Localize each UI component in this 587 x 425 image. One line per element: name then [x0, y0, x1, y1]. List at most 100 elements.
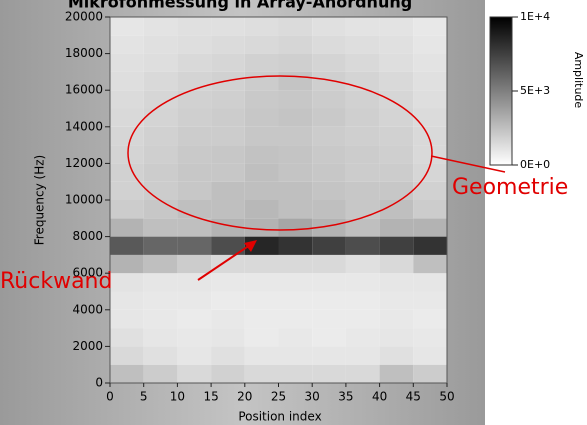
heat-cell	[244, 254, 279, 274]
heat-cell	[312, 200, 346, 219]
heat-cell	[177, 163, 212, 182]
y-tick-label: 6000	[72, 266, 103, 280]
heat-cell	[312, 17, 346, 36]
heat-cell	[110, 126, 144, 146]
heat-cell	[312, 346, 346, 365]
heat-cell	[110, 200, 144, 219]
heat-cell	[110, 218, 144, 237]
heat-cell	[143, 364, 178, 383]
heat-cell	[379, 236, 414, 255]
heat-cell	[312, 181, 346, 200]
heat-cell	[244, 53, 279, 72]
arrow-head	[244, 240, 257, 252]
heat-cell	[278, 309, 313, 329]
heat-cell	[345, 346, 380, 365]
heat-cell	[211, 236, 245, 255]
heat-cell	[312, 71, 346, 91]
heat-cell	[177, 200, 212, 219]
heat-cell	[143, 108, 178, 127]
x-tick-label: 10	[170, 390, 185, 404]
y-tick-label: 0	[95, 376, 103, 390]
heat-cell	[413, 71, 447, 91]
heat-cell	[143, 328, 178, 347]
heat-cell	[244, 273, 279, 292]
heat-cell	[312, 108, 346, 127]
heat-cell	[211, 163, 245, 182]
heat-cell	[143, 163, 178, 182]
heat-cell	[211, 108, 245, 127]
heat-cell	[345, 181, 380, 200]
heat-cell	[177, 145, 212, 164]
heat-cell	[413, 163, 447, 182]
heat-cell	[413, 346, 447, 365]
heat-cell	[312, 273, 346, 292]
heat-cell	[110, 108, 144, 127]
heat-cell	[345, 364, 380, 383]
heat-cell	[177, 254, 212, 274]
heat-cell	[278, 364, 313, 383]
heat-cell	[379, 346, 414, 365]
heat-cell	[379, 200, 414, 219]
heat-cell	[278, 53, 313, 72]
heat-cell	[312, 126, 346, 146]
heat-cell	[312, 291, 346, 310]
heat-cell	[278, 181, 313, 200]
heat-cell	[345, 53, 380, 72]
heat-cell	[211, 218, 245, 237]
heat-cell	[345, 90, 380, 109]
heat-cell	[211, 17, 245, 36]
heat-cell	[379, 364, 414, 383]
heat-cell	[177, 90, 212, 109]
heat-cell	[143, 126, 178, 146]
heat-cell	[143, 181, 178, 200]
heat-cell	[244, 108, 279, 127]
heat-cell	[312, 53, 346, 72]
heat-cell	[244, 309, 279, 329]
heat-cell	[312, 145, 346, 164]
heat-cell	[211, 309, 245, 329]
heat-cell	[278, 90, 313, 109]
heat-cell	[143, 90, 178, 109]
annotation-arrow	[197, 244, 251, 281]
heat-cell	[244, 145, 279, 164]
x-tick-label: 35	[338, 390, 353, 404]
heat-cell	[143, 71, 178, 91]
heat-cell	[345, 108, 380, 127]
y-tick-label: 14000	[65, 119, 103, 133]
y-tick-label: 2000	[72, 339, 103, 353]
heat-cell	[345, 309, 380, 329]
heat-cell	[413, 328, 447, 347]
heat-cell	[379, 90, 414, 109]
heat-cell	[413, 254, 447, 274]
heat-cell	[413, 35, 447, 54]
heat-cell	[211, 126, 245, 146]
heat-cell	[278, 218, 313, 237]
heat-cell	[110, 309, 144, 329]
heat-cell	[278, 35, 313, 54]
heat-cell	[345, 126, 380, 146]
heat-cell	[211, 53, 245, 72]
heat-cell	[312, 90, 346, 109]
heat-cell	[345, 200, 380, 219]
y-tick-label: 10000	[65, 193, 103, 207]
heat-cell	[379, 108, 414, 127]
colorbar-tick-label: 1E+4	[520, 10, 550, 23]
heat-cell	[379, 126, 414, 146]
heat-cell	[143, 35, 178, 54]
heat-cell	[143, 53, 178, 72]
heat-cell	[379, 145, 414, 164]
heat-cell	[211, 200, 245, 219]
heat-cell	[177, 346, 212, 365]
heat-cell	[379, 328, 414, 347]
heat-cell	[143, 273, 178, 292]
x-tick-label: 0	[106, 390, 114, 404]
heat-cell	[379, 181, 414, 200]
heat-cell	[177, 309, 212, 329]
heat-cell	[211, 254, 245, 274]
heat-cell	[177, 236, 212, 255]
colorbar-label: Amplitude	[572, 52, 585, 109]
heat-cell	[413, 53, 447, 72]
heat-cell	[110, 71, 144, 91]
heat-cell	[379, 53, 414, 72]
heat-cell	[143, 145, 178, 164]
